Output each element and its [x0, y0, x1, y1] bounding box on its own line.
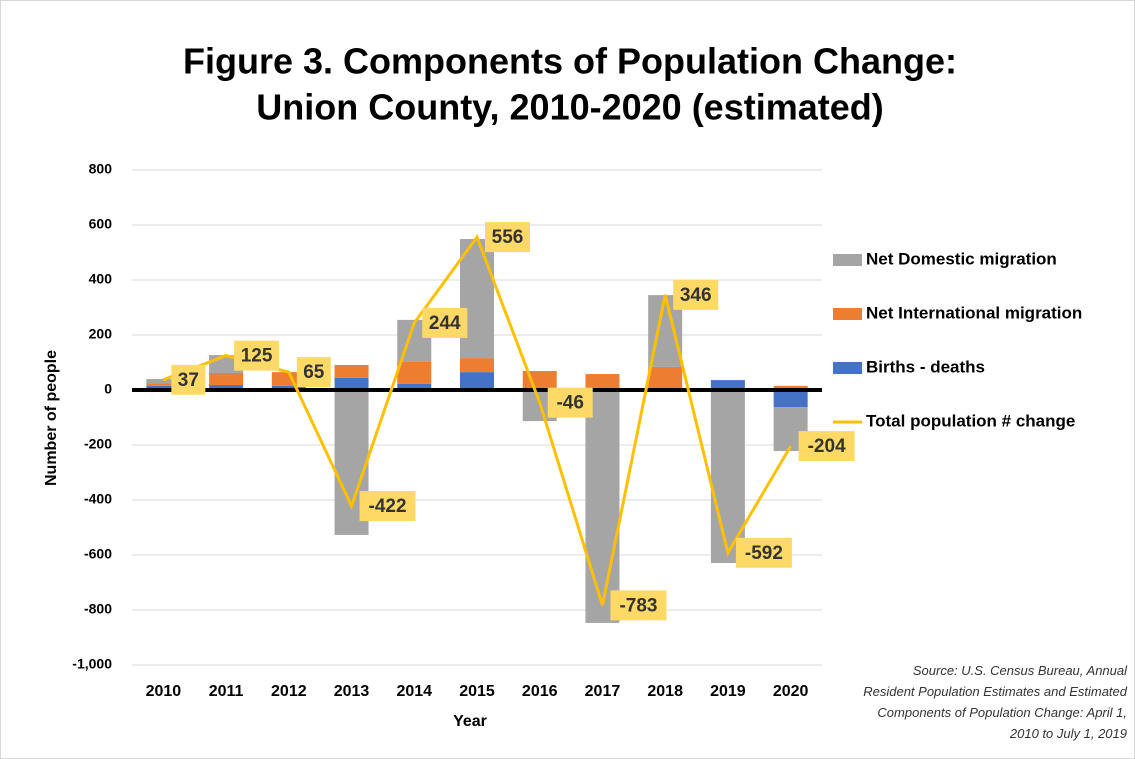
bar	[585, 374, 620, 390]
x-tick-label: 2012	[271, 683, 307, 700]
x-axis-label: Year	[453, 713, 487, 730]
bar	[271, 385, 306, 390]
x-tick-label: 2015	[459, 683, 495, 700]
data-label: 37	[178, 370, 199, 391]
x-tick-label: 2010	[146, 683, 182, 700]
x-tick-label: 2020	[773, 683, 809, 700]
x-tick-label: 2019	[710, 683, 746, 700]
data-label-box	[234, 340, 280, 371]
data-label-box	[359, 491, 416, 522]
bar	[146, 383, 181, 386]
bar	[209, 385, 244, 390]
data-label: 65	[303, 362, 325, 383]
bar	[334, 364, 369, 378]
y-axis-label: Number of people	[43, 350, 60, 486]
source-note: Source: U.S. Census Bureau, Annual Resid…	[863, 663, 1127, 741]
chart-title: Figure 3. Components of Population Chang…	[183, 41, 957, 82]
x-tick-label: 2011	[209, 683, 244, 700]
bar	[334, 377, 369, 390]
y-tick-label: 400	[89, 271, 113, 287]
data-label: 244	[429, 313, 461, 334]
data-label-box	[798, 431, 855, 462]
bar	[773, 385, 808, 390]
bar	[146, 385, 181, 390]
bar	[585, 390, 620, 623]
bar	[648, 366, 683, 389]
y-tick-label: 200	[89, 326, 113, 342]
bar	[146, 379, 181, 384]
y-tick-label: -1,000	[72, 656, 112, 672]
data-label-box	[422, 307, 468, 338]
legend-label: Births - deaths	[866, 357, 985, 376]
chart-title: Union County, 2010-2020 (estimated)	[256, 87, 884, 128]
bar	[397, 383, 432, 390]
x-tick-label: 2013	[334, 683, 370, 700]
data-label-box	[673, 279, 719, 310]
bar	[522, 371, 557, 390]
bar	[397, 361, 432, 384]
legend-label: Net International migration	[866, 303, 1082, 322]
y-tick-label: 800	[89, 161, 113, 177]
bar	[460, 358, 494, 373]
data-label: 346	[680, 285, 712, 306]
y-tick-label: -600	[84, 546, 112, 562]
bar	[773, 390, 808, 408]
data-label: -204	[808, 436, 846, 457]
y-tick-label: -400	[84, 491, 112, 507]
bar	[710, 380, 745, 390]
bar	[209, 372, 244, 386]
legend-label: Total population # change	[866, 411, 1075, 430]
y-tick-label: 600	[89, 216, 113, 232]
data-label: -46	[556, 393, 583, 414]
data-label: 125	[241, 346, 273, 367]
data-label-box	[296, 357, 331, 388]
x-tick-label: 2014	[396, 683, 432, 700]
data-label-box	[485, 222, 530, 253]
data-label: -592	[745, 543, 783, 564]
bar	[460, 372, 494, 390]
bar	[710, 390, 745, 563]
data-label-box	[547, 387, 593, 418]
bar	[460, 239, 494, 359]
y-tick-label: -800	[84, 601, 112, 617]
x-tick-label: 2017	[585, 683, 621, 700]
y-tick-label: 0	[104, 381, 112, 397]
data-label: -783	[619, 595, 657, 616]
x-tick-label: 2018	[647, 683, 683, 700]
data-label: 556	[492, 227, 524, 248]
y-tick-label: -200	[84, 436, 112, 452]
legend-swatch	[833, 308, 862, 320]
data-label: -422	[369, 496, 407, 517]
x-tick-label: 2016	[522, 683, 558, 700]
data-label-box	[610, 590, 667, 621]
data-label-box	[171, 364, 206, 395]
legend-label: Net Domestic migration	[866, 249, 1057, 268]
legend-swatch	[833, 254, 862, 266]
data-label-box	[735, 537, 792, 568]
legend-swatch	[833, 362, 862, 374]
